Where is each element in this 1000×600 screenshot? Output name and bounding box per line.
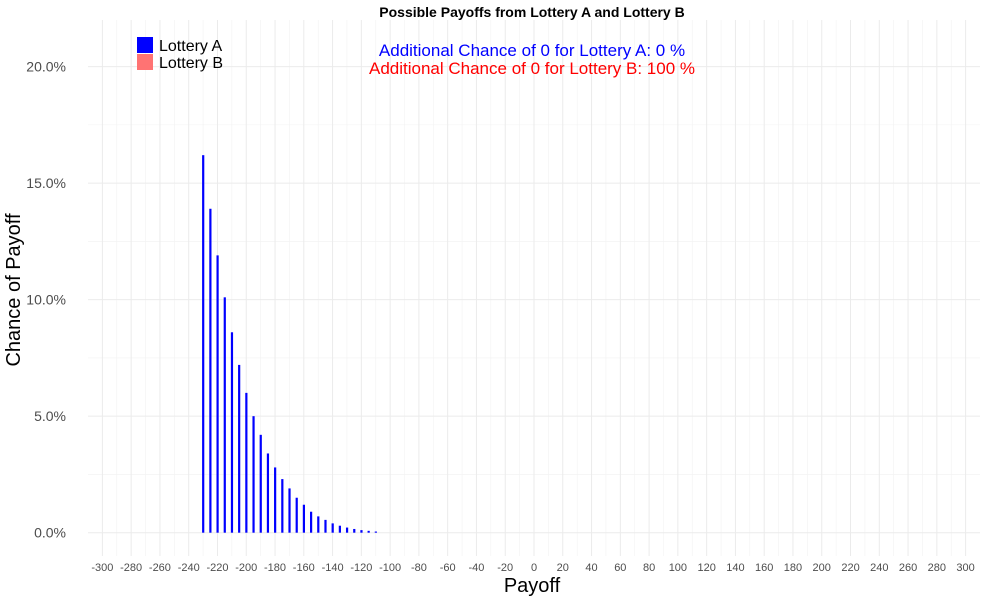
legend-label-lottery-a: Lottery A bbox=[159, 38, 222, 55]
x-tick-label: 280 bbox=[928, 562, 946, 574]
x-axis-title: Payoff bbox=[504, 575, 561, 597]
bar-lottery-a bbox=[281, 479, 284, 533]
y-tick-label: 10.0% bbox=[26, 292, 66, 308]
bar-lottery-a bbox=[223, 297, 226, 533]
y-tick-label: 0.0% bbox=[34, 525, 66, 541]
bar-lottery-a bbox=[230, 332, 234, 533]
bar-lottery-a bbox=[360, 530, 363, 533]
bar-lottery-a bbox=[353, 528, 356, 533]
x-tick-label: 300 bbox=[956, 562, 974, 574]
x-tick-label: 20 bbox=[557, 562, 569, 574]
x-tick-label: 240 bbox=[870, 562, 888, 574]
x-tick-label: -80 bbox=[411, 562, 427, 574]
x-tick-label: -220 bbox=[206, 562, 228, 574]
x-tick-label: -100 bbox=[379, 562, 401, 574]
bar-lottery-a bbox=[317, 516, 320, 533]
x-tick-label: -160 bbox=[293, 562, 315, 574]
y-tick-label: 20.0% bbox=[26, 59, 66, 75]
bar-lottery-a bbox=[302, 504, 306, 533]
x-tick-label: -120 bbox=[350, 562, 372, 574]
annotation-lottery-a: Additional Chance of 0 for Lottery A: 0 … bbox=[379, 41, 685, 60]
bar-lottery-a bbox=[374, 531, 377, 533]
x-tick-label: 180 bbox=[784, 562, 802, 574]
x-tick-label: 160 bbox=[755, 562, 773, 574]
x-tick-label: -280 bbox=[120, 562, 142, 574]
bars-lottery-a bbox=[202, 155, 377, 533]
bar-lottery-a bbox=[245, 392, 248, 533]
x-tick-label: -40 bbox=[468, 562, 484, 574]
x-tick-label: 60 bbox=[614, 562, 626, 574]
bar-lottery-a bbox=[238, 364, 241, 533]
bar-lottery-a bbox=[266, 453, 270, 533]
legend-swatch-lottery-b bbox=[137, 54, 153, 70]
x-tick-label: 140 bbox=[726, 562, 744, 574]
x-tick-label: -240 bbox=[178, 562, 200, 574]
chart-title: Possible Payoffs from Lottery A and Lott… bbox=[379, 4, 684, 20]
x-tick-label: 100 bbox=[669, 562, 687, 574]
x-tick-label: 40 bbox=[585, 562, 597, 574]
x-tick-label: -260 bbox=[149, 562, 171, 574]
bar-lottery-a bbox=[295, 497, 298, 533]
x-tick-label: -300 bbox=[91, 562, 113, 574]
x-tick-label: 220 bbox=[841, 562, 859, 574]
x-tick-label: 0 bbox=[531, 562, 537, 574]
bar-lottery-a bbox=[288, 488, 291, 533]
x-tick-label: -180 bbox=[264, 562, 286, 574]
y-tick-label: 5.0% bbox=[34, 408, 66, 424]
bar-lottery-a bbox=[259, 434, 262, 533]
bar-lottery-a bbox=[274, 467, 277, 533]
y-axis-title: Chance of Payoff bbox=[3, 213, 25, 367]
x-tick-label: -200 bbox=[235, 562, 257, 574]
x-tick-label: 260 bbox=[899, 562, 917, 574]
bar-lottery-a bbox=[324, 519, 327, 533]
y-tick-label: 15.0% bbox=[26, 175, 66, 191]
bar-lottery-a bbox=[338, 525, 341, 533]
y-axis-ticks: 0.0% 5.0% 10.0% 15.0% 20.0% bbox=[26, 59, 66, 541]
x-tick-label: -140 bbox=[322, 562, 344, 574]
x-tick-label: -60 bbox=[440, 562, 456, 574]
x-tick-label: 120 bbox=[697, 562, 715, 574]
bar-lottery-a bbox=[310, 511, 313, 533]
bar-lottery-a bbox=[345, 527, 349, 533]
x-tick-label: 200 bbox=[813, 562, 831, 574]
x-tick-label: -20 bbox=[497, 562, 513, 574]
bar-lottery-a bbox=[202, 155, 205, 533]
bar-lottery-a bbox=[252, 416, 255, 533]
bar-lottery-a bbox=[331, 523, 334, 533]
annotation-lottery-b: Additional Chance of 0 for Lottery B: 10… bbox=[369, 59, 695, 78]
x-axis-ticks: -300 -280 -260 -240 -220 -200 -180 -160 -140 -120… bbox=[91, 562, 974, 574]
legend-label-lottery-b: Lottery B bbox=[159, 55, 223, 72]
bar-lottery-a bbox=[367, 530, 370, 533]
bar-lottery-a bbox=[209, 208, 212, 533]
gridlines bbox=[88, 20, 980, 556]
legend: Lottery A Lottery B bbox=[137, 37, 223, 72]
legend-swatch-lottery-a bbox=[137, 37, 153, 53]
x-tick-label: 80 bbox=[643, 562, 655, 574]
bar-lottery-a bbox=[216, 255, 219, 533]
